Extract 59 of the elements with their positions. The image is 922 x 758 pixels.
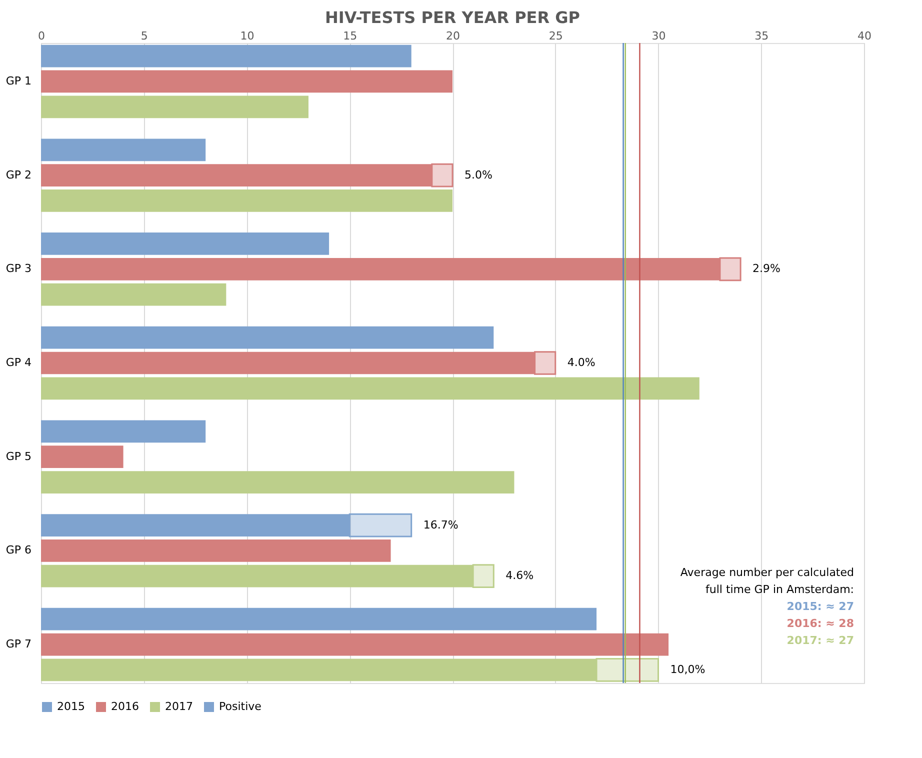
annotation: 10,0% bbox=[670, 662, 706, 676]
y-tick-label: GP 7 bbox=[6, 638, 32, 651]
annotation: 16.7% bbox=[423, 518, 458, 532]
bar bbox=[534, 351, 556, 375]
bar bbox=[41, 471, 514, 494]
x-tick-label: 20 bbox=[446, 30, 460, 42]
bar bbox=[472, 564, 494, 588]
legend-label: Positive bbox=[219, 700, 262, 713]
x-tick-label: 0 bbox=[38, 30, 45, 42]
annotation: 5.0% bbox=[464, 168, 492, 182]
legend-label: 2016 bbox=[111, 700, 139, 713]
y-tick-label: GP 6 bbox=[6, 544, 32, 557]
annotation: 2016: ≈ 28 bbox=[786, 617, 854, 630]
annotation: 2015: ≈ 27 bbox=[786, 600, 854, 613]
bar bbox=[41, 446, 124, 468]
bar bbox=[596, 658, 659, 682]
bar bbox=[41, 540, 391, 562]
y-tick-label: GP 2 bbox=[6, 168, 32, 182]
legend-label: 2017 bbox=[165, 700, 193, 713]
bar bbox=[41, 190, 452, 212]
bar bbox=[41, 44, 412, 68]
bar bbox=[41, 633, 669, 656]
annotation: full time GP in Amsterdam: bbox=[705, 583, 854, 596]
annotation: Average number per calculated bbox=[680, 566, 854, 579]
y-tick-label: GP 1 bbox=[6, 74, 32, 88]
y-tick-label: GP 4 bbox=[6, 356, 32, 369]
bar bbox=[41, 258, 720, 280]
bar bbox=[41, 564, 474, 588]
y-tick-label: GP 3 bbox=[6, 262, 32, 276]
bar bbox=[348, 513, 412, 538]
x-tick-label: 25 bbox=[548, 30, 563, 42]
annotation: 4.6% bbox=[506, 569, 534, 582]
bar bbox=[719, 257, 742, 282]
legend-label: 2015 bbox=[57, 700, 85, 713]
x-tick-label: 5 bbox=[140, 30, 148, 42]
bar bbox=[41, 96, 308, 118]
bar bbox=[41, 232, 330, 255]
bar bbox=[41, 352, 535, 374]
bar bbox=[41, 164, 432, 186]
annotation: 4.0% bbox=[567, 356, 596, 369]
y-tick-label: GP 5 bbox=[6, 450, 32, 463]
bar bbox=[41, 326, 494, 349]
x-tick-label: 10 bbox=[240, 30, 254, 42]
bar bbox=[41, 420, 206, 443]
bar bbox=[431, 163, 454, 188]
x-tick-label: 35 bbox=[754, 30, 769, 42]
annotation: 2.9% bbox=[752, 262, 781, 276]
chart-title: HIV-TESTS PER YEAR PER GP bbox=[325, 8, 580, 27]
bar bbox=[41, 658, 597, 682]
bar bbox=[41, 514, 350, 536]
x-tick-label: 40 bbox=[858, 30, 872, 42]
x-tick-label: 30 bbox=[652, 30, 666, 42]
annotation: 2017: ≈ 27 bbox=[786, 634, 854, 647]
bar bbox=[41, 377, 700, 400]
bar bbox=[41, 283, 226, 306]
bar bbox=[41, 138, 206, 162]
bar bbox=[41, 70, 452, 93]
bar bbox=[41, 608, 597, 630]
x-tick-label: 15 bbox=[343, 30, 358, 42]
